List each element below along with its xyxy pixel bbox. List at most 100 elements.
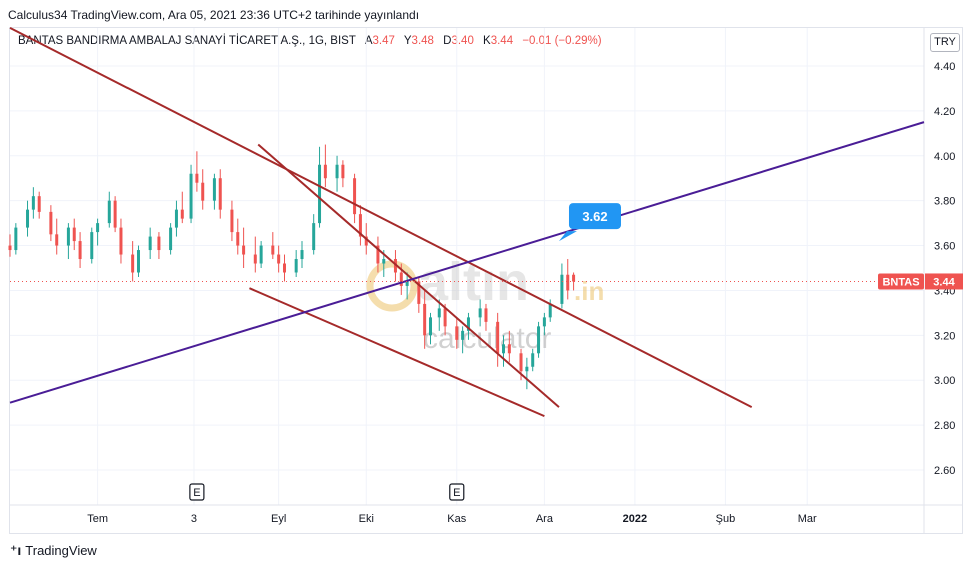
watermark: altın .in calculator	[366, 252, 604, 355]
candle	[131, 241, 135, 282]
x-tick-label: Kas	[447, 513, 466, 525]
candle	[107, 191, 111, 228]
trendline	[249, 287, 545, 418]
y-tick-label: 4.40	[934, 61, 955, 73]
chart-grid	[10, 28, 963, 533]
candle-body	[72, 227, 76, 242]
candle-body	[519, 353, 523, 372]
candle	[230, 200, 234, 242]
candle-body	[428, 317, 432, 336]
candle	[484, 303, 488, 331]
candle	[566, 259, 570, 300]
candle	[90, 227, 94, 264]
candle	[78, 232, 82, 268]
candle-body	[341, 164, 345, 179]
y-tick-label: 3.60	[934, 241, 955, 253]
candle	[14, 223, 18, 255]
candle	[201, 169, 205, 210]
candle	[428, 312, 432, 345]
earnings-marker-icon	[449, 483, 465, 501]
candle-body	[14, 227, 18, 251]
candle-body	[478, 308, 482, 318]
last-price-symbol: BNTAS	[882, 276, 919, 288]
candle-body	[531, 353, 535, 367]
candle	[294, 250, 298, 277]
x-axis: Tem 3 Eyl Eki Kas Ara 2022 Şub Mar	[87, 513, 817, 525]
candle	[443, 303, 447, 336]
candle-body	[271, 245, 275, 255]
x-tick-label: Şub	[716, 513, 736, 525]
low-label: D	[443, 35, 452, 47]
candle	[136, 245, 140, 277]
candle-body	[107, 200, 111, 224]
candle	[466, 312, 470, 340]
candle	[496, 312, 500, 367]
candle-body	[353, 178, 357, 215]
watermark-brand: altın	[418, 252, 529, 312]
candle	[148, 227, 152, 260]
candle-body	[180, 209, 184, 219]
candle	[560, 263, 564, 309]
candle	[271, 232, 275, 260]
candle-body	[443, 308, 447, 327]
x-tick-label: Mar	[798, 513, 817, 525]
candle-body	[335, 164, 339, 179]
close-value: 3.44	[490, 35, 514, 47]
candle-body	[358, 214, 362, 237]
candle	[537, 321, 541, 358]
earnings-marker-icon	[189, 483, 205, 501]
candle-body	[382, 259, 386, 264]
candle	[417, 276, 421, 313]
candle	[113, 196, 117, 233]
candle	[236, 218, 240, 255]
candle-body	[236, 232, 240, 246]
watermark-logo-icon	[366, 260, 418, 312]
candle-body	[294, 259, 298, 273]
callout-box	[568, 203, 621, 230]
candle-body	[230, 209, 234, 233]
open-value: 3.47	[372, 35, 395, 47]
candle-body	[8, 245, 12, 251]
y-tick-label: 2.60	[934, 465, 955, 477]
candle	[31, 187, 35, 219]
candle-body	[201, 182, 205, 201]
candle-body	[461, 330, 465, 340]
candle-body	[312, 223, 316, 251]
candle-body	[174, 209, 178, 228]
candle	[8, 234, 12, 257]
y-tick-label: 3.20	[934, 330, 955, 342]
change-value: −0.01 (−0.29%)	[522, 35, 602, 47]
candle	[180, 191, 184, 224]
price-callout: 3.62	[558, 203, 621, 242]
x-tick-label: Ara	[536, 513, 554, 525]
candle	[49, 205, 53, 242]
candle	[393, 250, 397, 282]
candle	[242, 227, 246, 268]
candle-body	[31, 196, 35, 210]
candle-body	[49, 211, 53, 235]
candle-body	[55, 234, 59, 246]
candle-body	[66, 227, 70, 246]
candle-body	[496, 321, 500, 354]
currency-button[interactable]: TRY	[930, 33, 960, 52]
candle	[358, 205, 362, 246]
trendlines	[9, 26, 925, 418]
candle-body	[169, 227, 173, 251]
candle	[282, 254, 286, 282]
candle-body	[96, 223, 100, 233]
candle	[253, 236, 257, 273]
candle-body	[212, 178, 216, 201]
candle	[218, 169, 222, 219]
candle	[195, 151, 199, 192]
symbol-name: BANTAS BANDIRMA AMBALAJ SANAYİ TİCARET A…	[18, 35, 356, 47]
candle-body	[542, 317, 546, 327]
candle-body	[113, 200, 117, 228]
candle-body	[376, 245, 380, 264]
x-tick-label: Eki	[359, 513, 374, 525]
candle-body	[525, 366, 529, 372]
candle-body	[364, 236, 368, 246]
candle	[37, 191, 41, 219]
candle-body	[189, 173, 193, 219]
